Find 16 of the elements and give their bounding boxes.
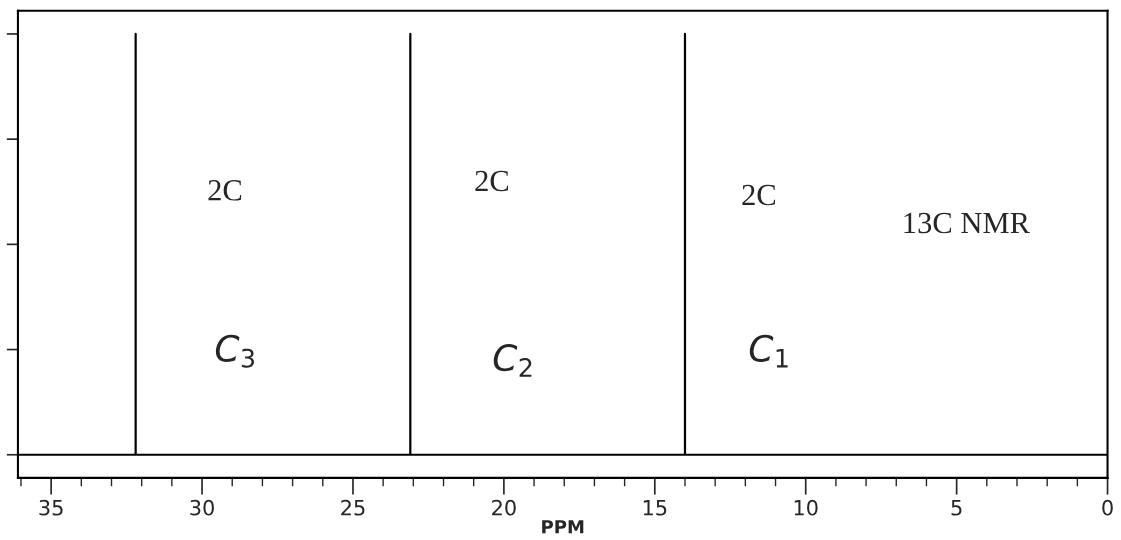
annotation: 2C xyxy=(475,170,509,192)
annotation: C$_{3}$ xyxy=(215,334,254,368)
x-tick-label: 20 xyxy=(492,499,516,516)
x-tick-label: 30 xyxy=(190,499,214,516)
x-tick-label: 35 xyxy=(39,499,63,516)
x-tick-label: 15 xyxy=(643,500,667,516)
annotation: 2C xyxy=(742,184,776,206)
x-tick-label: 10 xyxy=(794,499,818,516)
x-tick-label: 5 xyxy=(951,500,962,516)
x-tick-label: 0 xyxy=(1102,499,1113,516)
annotation: C$_{1}$ xyxy=(749,334,788,368)
x-tick-label: 25 xyxy=(341,499,365,516)
x-axis-title: PPM xyxy=(542,520,584,534)
annotation: 13C NMR xyxy=(904,212,1030,234)
annotation: 2C xyxy=(208,180,242,201)
annotation: C$_{2}$ xyxy=(493,344,532,377)
